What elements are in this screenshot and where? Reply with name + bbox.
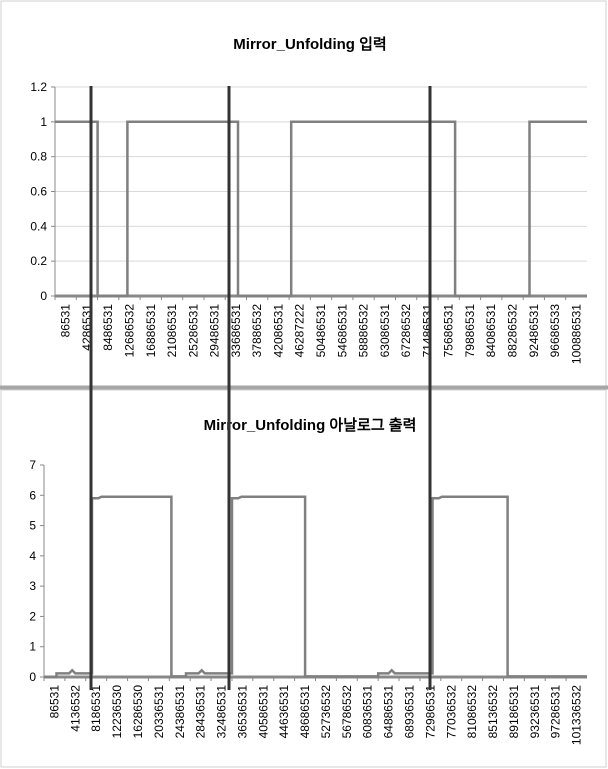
- analog-output-y-tick-label: 6: [29, 488, 36, 502]
- input-x-tick-label: 29486531: [208, 304, 222, 358]
- input-x-tick-label: 96686533: [548, 304, 562, 358]
- input-x-tick-label: 25286531: [186, 304, 200, 358]
- analog-output-chart-title: Mirror_Unfolding 아날로그 출력: [204, 416, 417, 434]
- analog-output-x-tick-label: 93236531: [528, 685, 542, 739]
- input-x-tick-label: 46287222: [293, 304, 307, 358]
- analog-output-x-tick-label: 40586531: [256, 685, 270, 739]
- analog-output-x-tick-label: 60836531: [361, 685, 375, 739]
- analog-output-x-tick-label: 97286531: [549, 685, 563, 739]
- analog-output-y-tick-label: 7: [29, 458, 36, 472]
- input-series-line: [55, 120, 587, 298]
- analog-output-chart: Mirror_Unfolding 아날로그 출력 0 1 2 3 4 5 6 7 86531 4…: [0, 389, 607, 768]
- vertical-markers: [89, 86, 432, 690]
- analog-output-x-tick-label: 68936531: [402, 685, 416, 739]
- analog-output-x-tick-label: 81086532: [465, 685, 479, 739]
- input-x-tick-label: 71486531: [420, 304, 434, 358]
- input-x-tick-label: 37886532: [250, 304, 264, 358]
- input-y-tick-label: 0: [40, 289, 47, 303]
- input-x-tick-label: 84086531: [484, 304, 498, 358]
- input-x-tick-label: 8486531: [101, 304, 115, 351]
- analog-output-x-tick-label: 89186531: [507, 685, 521, 739]
- input-chart: Mirror_Unfolding 입력 0 0.2 0.4 0.6 0.8 1 1.2 86…: [0, 0, 607, 387]
- analog-output-x-tick-label: 8186531: [89, 685, 103, 732]
- input-y-tick-label: 1.2: [30, 80, 47, 94]
- analog-output-x-tick-label: 86531: [47, 685, 61, 719]
- input-x-tick-label: 100886531: [569, 304, 583, 364]
- input-y-tick-label: 0.8: [30, 150, 47, 164]
- input-y-tick-label: 0.6: [30, 185, 47, 199]
- analog-output-x-tick-label: 12236530: [110, 685, 124, 739]
- input-x-tick-label: 79886531: [463, 304, 477, 358]
- analog-output-x-tick-label: 32486531: [215, 685, 229, 739]
- analog-output-y-tick-label: 4: [29, 549, 36, 563]
- input-x-tick-label: 86531: [59, 304, 73, 338]
- input-x-tick-label: 75686531: [442, 304, 456, 358]
- input-x-tick-label: 42086531: [271, 304, 285, 358]
- analog-output-chart-frame: [0, 389, 607, 768]
- analog-output-x-tick-label: 20336531: [152, 685, 166, 739]
- analog-output-y-tick-label: 1: [29, 640, 36, 654]
- input-x-tick-label: 67286532: [399, 304, 413, 358]
- analog-output-y-tick-label: 5: [29, 519, 36, 533]
- analog-output-y-tick-label: 3: [29, 579, 36, 593]
- input-x-tick-label: 16886531: [144, 304, 158, 358]
- input-x-tick-label: 12686532: [122, 304, 136, 358]
- input-x-tick-label: 33686531: [229, 304, 243, 358]
- analog-output-x-tick-label: 48686531: [298, 685, 312, 739]
- input-chart-series: [55, 120, 587, 298]
- analog-output-x-tick-label: 77036532: [444, 685, 458, 739]
- analog-output-chart-y-tick-labels: 0 1 2 3 4 5 6 7: [29, 458, 44, 684]
- analog-output-x-tick-label: 64886531: [382, 685, 396, 739]
- input-y-tick-label: 0.4: [30, 219, 47, 233]
- analog-output-chart-x-tick-labels: 86531 4136532 8186531 12236530 16286530 20336…: [43, 677, 584, 745]
- input-chart-x-tick-labels: 86531 4286531 8486531 12686532 16886531 21086…: [54, 296, 583, 364]
- input-x-tick-label: 21086531: [165, 304, 179, 358]
- analog-output-y-tick-label: 2: [29, 609, 36, 623]
- input-chart-y-tick-labels: 0 0.2 0.4 0.6 0.8 1 1.2: [30, 80, 55, 303]
- analog-output-x-tick-label: 52736532: [319, 685, 333, 739]
- analog-output-y-tick-label: 0: [29, 670, 36, 684]
- input-x-tick-label: 88286532: [506, 304, 520, 358]
- input-x-tick-label: 50486531: [314, 304, 328, 358]
- analog-output-x-tick-label: 101336532: [570, 685, 584, 745]
- input-x-tick-label: 92486531: [527, 304, 541, 358]
- analog-output-chart-series: [44, 495, 587, 679]
- analog-output-x-tick-label: 56786532: [340, 685, 354, 739]
- input-chart-frame: [0, 0, 607, 387]
- input-y-tick-label: 0.2: [30, 254, 47, 268]
- input-chart-title: Mirror_Unfolding 입력: [233, 35, 386, 53]
- input-y-tick-label: 1: [40, 115, 47, 129]
- analog-output-series-line: [44, 495, 587, 679]
- analog-output-x-tick-label: 72986531: [423, 685, 437, 739]
- analog-output-x-tick-label: 36536531: [235, 685, 249, 739]
- input-x-tick-label: 58886532: [357, 304, 371, 358]
- analog-output-x-tick-label: 16286530: [131, 685, 145, 739]
- analog-output-x-tick-label: 85136532: [486, 685, 500, 739]
- analog-output-x-tick-label: 44636531: [277, 685, 291, 739]
- analog-output-x-tick-label: 28436531: [194, 685, 208, 739]
- analog-output-x-tick-label: 24386531: [173, 685, 187, 739]
- input-x-tick-label: 63086531: [378, 304, 392, 358]
- analog-output-x-tick-label: 4136532: [68, 685, 82, 732]
- input-x-tick-label: 54686531: [335, 304, 349, 358]
